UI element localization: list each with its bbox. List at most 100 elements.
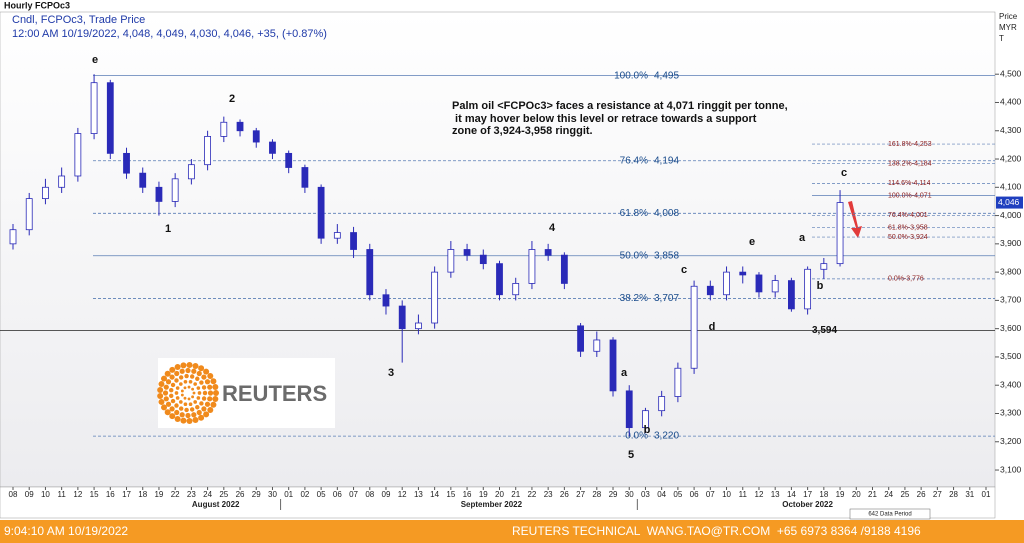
candle-body (366, 249, 374, 296)
candle-body (269, 141, 276, 154)
y-tick-label: 4,300 (1000, 125, 1022, 135)
logo-dot (210, 401, 217, 408)
logo-dot (186, 362, 193, 369)
logo-dot (174, 363, 181, 370)
x-tick-label: 12 (398, 490, 407, 499)
x-tick-label: 06 (690, 490, 699, 499)
x-tick-label: 25 (900, 490, 909, 499)
candle-body (155, 186, 163, 202)
logo-dot (196, 386, 201, 390)
logo-dot (158, 398, 165, 405)
y-tick-label: 3,200 (1000, 436, 1022, 446)
x-tick-label: 12 (755, 490, 764, 499)
x-tick-label: 19 (154, 490, 163, 499)
subtitle: Cndl, FCPOc3, Trade Price (12, 14, 145, 26)
candle-body (609, 339, 617, 392)
logo-dot (180, 393, 184, 397)
logo-dot (196, 396, 201, 400)
wave-label: 5 (628, 449, 634, 461)
logo-dot (169, 387, 174, 393)
candle-body (90, 82, 98, 134)
x-tick-label: 05 (673, 490, 682, 499)
logo-dot (170, 382, 176, 388)
fib-value: 4,194 (654, 155, 679, 166)
footer-time: 9:04:10 AM 10/19/2022 (4, 524, 128, 538)
fib-pct: 100.0% (614, 70, 648, 81)
fib-value: 4,008 (654, 208, 679, 219)
candle-body (285, 152, 293, 168)
x-tick-label: 19 (479, 490, 488, 499)
logo-dot (179, 382, 183, 386)
logo-dot (174, 409, 180, 416)
logo-dot (163, 396, 169, 402)
logo-dot (169, 374, 175, 380)
y-tick-label: 3,700 (1000, 295, 1022, 305)
candle-body (723, 271, 730, 296)
x-tick-label: 04 (657, 490, 666, 499)
logo-dot (199, 380, 204, 385)
logo-dot (188, 379, 193, 384)
candle-body (658, 396, 666, 412)
candle-body (317, 186, 325, 239)
logo-dot (191, 387, 195, 391)
candle-body (577, 325, 584, 352)
logo-dot (191, 368, 197, 374)
wave-label: b (644, 424, 651, 436)
fib-pct: 50.0% (620, 250, 648, 261)
candle-body (560, 254, 568, 284)
candle-body (382, 294, 390, 307)
candle-body (431, 271, 439, 324)
candle-body (220, 121, 228, 137)
x-tick-label: 22 (171, 490, 180, 499)
logo-dot (203, 411, 210, 418)
logo-text: REUTERS (222, 381, 327, 406)
y-tick-label: 3,600 (1000, 323, 1022, 333)
fib-pct: 0.0% (625, 431, 648, 442)
logo-dot (192, 416, 199, 423)
x-tick-label: 12 (73, 490, 82, 499)
x-tick-label: 06 (333, 490, 342, 499)
wave-label: 3 (388, 367, 394, 379)
logo-dot (207, 373, 214, 380)
candle-body (9, 229, 17, 245)
candle-body (479, 254, 487, 265)
logo-dot (180, 417, 187, 424)
y-tick-label: 3,900 (1000, 238, 1022, 248)
logo-dot (198, 365, 205, 372)
candle-body (788, 280, 795, 310)
logo-dot (165, 379, 172, 385)
candle-body (755, 274, 763, 293)
x-tick-label: 13 (414, 490, 423, 499)
candle-body (252, 130, 260, 143)
wave-label: c (841, 167, 847, 179)
candle-body (204, 136, 212, 166)
x-tick-label: 15 (90, 490, 99, 499)
wave-label: c (681, 264, 687, 276)
logo-dot (178, 406, 184, 411)
logo-dot (174, 370, 180, 377)
x-tick-label: 23 (187, 490, 196, 499)
projection-label: 100.0%-4,071 (888, 192, 932, 199)
candle-body (625, 390, 633, 429)
logo-dot (169, 393, 174, 399)
wave-label: d (709, 321, 716, 333)
candle-body (528, 249, 536, 284)
x-tick-label: 11 (739, 490, 748, 499)
logo-dot (183, 396, 187, 400)
projection-label: 161.8%-4,253 (888, 141, 932, 148)
x-tick-label: 01 (284, 490, 293, 499)
projection-label: 114.6%-4,114 (888, 180, 931, 187)
x-tick-label: 27 (576, 490, 585, 499)
logo-dot (201, 406, 207, 412)
logo-dot (202, 390, 208, 396)
logo-dot (161, 404, 168, 411)
logo-dot (193, 400, 197, 404)
chart-title: Hourly FCPOc3 (4, 0, 70, 10)
y-tick-label: 3,100 (1000, 464, 1022, 474)
x-tick-label: 25 (219, 490, 228, 499)
data-period-box (849, 508, 931, 520)
x-tick-label: 21 (511, 490, 520, 499)
projection-label: 61.8%-3,958 (888, 224, 928, 231)
wave-label: 1 (165, 223, 171, 235)
logo-dot (210, 378, 217, 385)
